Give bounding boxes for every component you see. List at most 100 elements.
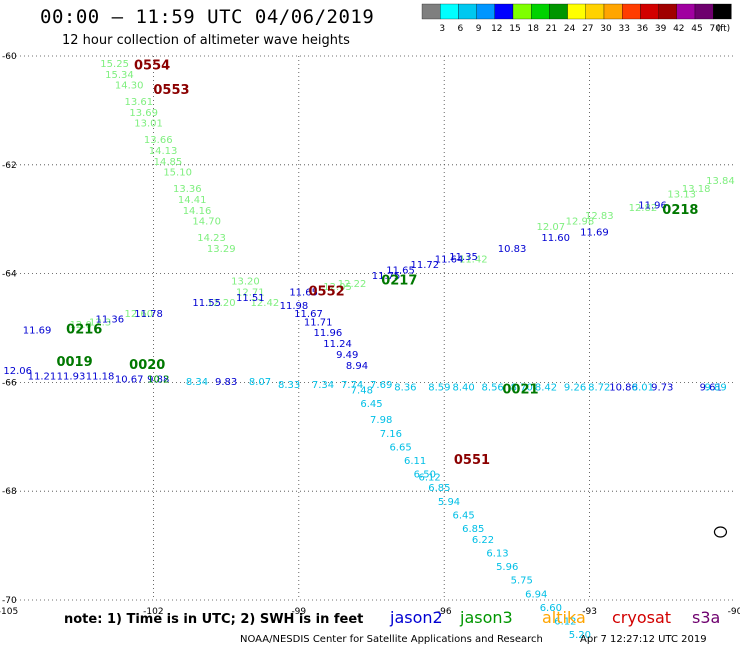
lat-tick-label: -70 — [2, 596, 17, 606]
wave-height-value: 14.16 — [183, 206, 212, 217]
pass-label: 0019 — [56, 355, 92, 370]
wave-height-value: 13.29 — [207, 244, 236, 255]
legend-tick-label: 6 — [458, 24, 464, 34]
wave-height-value: 13.66 — [144, 135, 173, 146]
wave-height-value: 13.84 — [706, 176, 735, 187]
wave-height-value: 6.50 — [414, 470, 436, 481]
wave-height-value: 13.69 — [129, 108, 158, 119]
wave-height-value: 12.06 — [3, 366, 32, 377]
mission-label: s3a — [692, 608, 721, 627]
wave-height-value: 11.18 — [86, 372, 115, 383]
lon-tick-label: -96 — [437, 607, 452, 617]
wave-height-value: 11.69 — [23, 325, 52, 336]
legend-swatch — [713, 3, 732, 20]
wave-height-value: 6.22 — [472, 535, 494, 546]
wave-height-value: 8.36 — [394, 383, 416, 394]
wave-height-value: 13.36 — [173, 184, 202, 195]
wave-height-value: 6.60 — [540, 603, 562, 614]
wave-height-value: 12.22 — [338, 279, 367, 290]
pass-label: 0021 — [502, 382, 538, 397]
wave-height-value: 8.72 — [588, 383, 610, 394]
legend-tick-label: 42 — [673, 24, 684, 34]
wave-height-value: 6.12 — [554, 616, 576, 627]
credit-text: NOAA/NESDIS Center for Satellite Applica… — [240, 634, 543, 645]
wave-height-value: 11.93 — [57, 372, 86, 383]
wave-height-value: 8.34 — [186, 377, 208, 388]
pass-label: 0216 — [66, 322, 102, 337]
wave-height-value: 9.61 — [700, 383, 722, 394]
wave-height-value: 11.64 — [435, 255, 464, 266]
page-subtitle: 12 hour collection of altimeter wave hei… — [62, 33, 350, 48]
color-legend: 3 6 9 12 15 18 21 24 27 30 33 36 39 42 45 70(ft) — [421, 3, 732, 34]
pass-label: 0553 — [153, 83, 189, 98]
wave-height-value: 11.35 — [449, 252, 478, 263]
wave-height-value: 9.89 — [704, 383, 726, 394]
pass-label: 0217 — [381, 273, 417, 288]
legend-tick-label: 45 — [691, 24, 702, 34]
wave-height-value: 10.67 — [115, 374, 144, 385]
wave-height-value: 11.55 — [192, 298, 221, 309]
wave-height-value: 6.94 — [525, 589, 547, 600]
wave-height-value: 11.72 — [410, 260, 439, 271]
wave-height-value: 9.73 — [651, 383, 673, 394]
wave-height-value: 12.98 — [566, 217, 595, 228]
legend-tick-label: 27 — [582, 24, 593, 34]
wave-height-value: 9.26 — [564, 383, 586, 394]
wave-height-value: 9.88 — [147, 374, 169, 385]
wave-height-value: 6.13 — [486, 548, 508, 559]
wave-height-value: 8.42 — [535, 383, 557, 394]
wave-height-value: 15.34 — [105, 70, 134, 81]
wave-height-value: 6.45 — [360, 399, 382, 410]
wave-height-value: 11.75 — [372, 271, 401, 282]
wave-height-value: 11.96 — [638, 200, 667, 211]
wave-height-value: 11.78 — [134, 309, 163, 320]
wave-height-value: 6.85 — [462, 524, 484, 535]
wave-height-value: 11.65 — [289, 287, 318, 298]
wave-height-value: 12.71 — [236, 287, 265, 298]
legend-unit: (ft) — [717, 24, 731, 34]
wave-height-value: 14.41 — [178, 195, 207, 206]
wave-height-value: 7.69 — [370, 380, 392, 391]
wave-height-value: 7.74 — [341, 380, 363, 391]
legend-tick-label: 12 — [491, 24, 502, 34]
wave-height-value: 12.07 — [537, 222, 566, 233]
wave-height-value: 10.86 — [609, 383, 638, 394]
legend-tick-label: 15 — [509, 24, 520, 34]
lat-tick-label: -64 — [2, 270, 17, 280]
wave-height-value: 8.59 — [428, 383, 450, 394]
wave-height-value: 11.24 — [323, 339, 352, 350]
wave-height-value: 13.61 — [125, 97, 154, 108]
wave-height-value: 6.11 — [404, 456, 426, 467]
wave-height-value: 12.3 — [89, 317, 111, 328]
wave-height-value: 7.48 — [351, 385, 373, 396]
wave-height-value: 8.94 — [346, 361, 368, 372]
lat-tick-label: -66 — [2, 378, 17, 388]
wave-height-value: 14.85 — [154, 157, 183, 168]
wave-height-value: 11.36 — [95, 315, 124, 326]
wave-height-value: 5.75 — [511, 576, 533, 587]
legend-tick-label: 3 — [439, 24, 445, 34]
wave-height-value: 8.33 — [278, 380, 300, 391]
mission-label: altika — [542, 608, 586, 627]
wave-height-value: 10.2 — [147, 374, 169, 385]
wave-height-value: 11.98 — [280, 301, 309, 312]
wave-height-value: 8.70 — [511, 383, 533, 394]
wave-height-value: 7.16 — [380, 429, 402, 440]
pass-label: 0554 — [134, 59, 170, 74]
mission-label: jason3 — [460, 608, 513, 627]
wave-height-value: 10.83 — [498, 244, 527, 255]
lon-tick-label: -105 — [0, 607, 18, 617]
legend-tick-label: 21 — [546, 24, 557, 34]
wave-height-value: 12.82 — [629, 203, 658, 214]
wave-height-value: 12.05 — [323, 282, 352, 293]
wave-height-value: 14.23 — [197, 233, 226, 244]
legend-tick-label: 70 — [709, 24, 721, 34]
lat-tick-label: -62 — [2, 161, 17, 171]
lon-tick-label: -102 — [143, 607, 163, 617]
wave-height-value: 8.07 — [249, 377, 271, 388]
mission-label: cryosat — [612, 608, 672, 627]
wave-height-value: 6.65 — [389, 442, 411, 453]
wave-height-value: 13.01 — [134, 119, 163, 130]
legend-tick-label: 18 — [527, 24, 539, 34]
